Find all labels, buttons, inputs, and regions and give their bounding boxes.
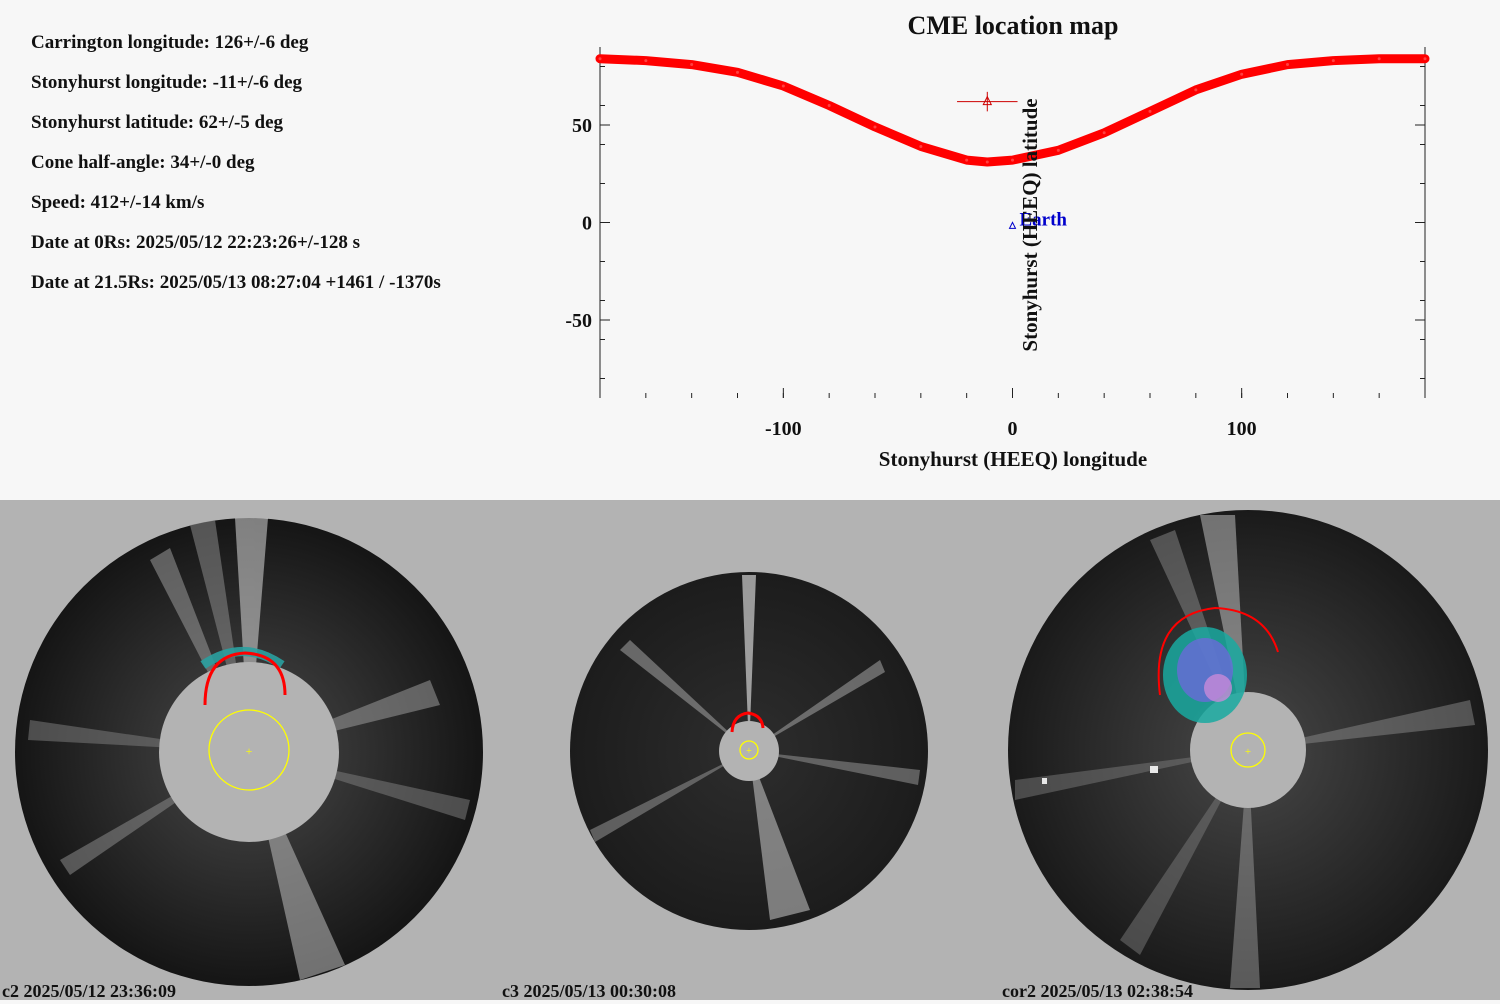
- cme-curve-point: [598, 57, 602, 61]
- cor2-bright-spot: [1042, 778, 1047, 784]
- cme-curve-point: [1194, 88, 1198, 92]
- c3-occulter-disk: [719, 721, 779, 781]
- panel-cor2: + cor2 2025/05/13 02:38:54: [1000, 500, 1500, 1001]
- cme-curve-point: [1423, 57, 1427, 61]
- cme-parameters: Carrington longitude: 126+/-6 deg Stonyh…: [31, 30, 441, 310]
- cme-curve-point: [873, 125, 877, 129]
- earth-marker: [1008, 221, 1017, 229]
- c3-cme-fit-arc: [730, 711, 765, 733]
- y-axis-label: Stonyhurst (HEEQ) latitude: [1018, 98, 1042, 351]
- cme-curve-line: [595, 54, 1430, 167]
- cme-curve-point: [1377, 57, 1381, 61]
- cme-location-map: CME location map -100 0 100 -50 0 50 Earth St…: [565, 11, 1430, 471]
- cme-curve-point: [1240, 72, 1244, 76]
- panel-c3: + c3 2025/05/13 00:30:08: [500, 500, 1000, 1001]
- cme-curve-point: [1331, 59, 1335, 63]
- c2-occulter-disk: [159, 662, 339, 842]
- cme-curve-point: [827, 104, 831, 107]
- cme-point-marker: [982, 95, 993, 106]
- cme-curve-point: [781, 84, 785, 88]
- sun-limb-circle: [1230, 732, 1266, 768]
- date-at-0rs: Date at 0Rs: 2025/05/12 22:23:26+/-128 s: [31, 232, 361, 253]
- plot-axes: -100 0 100 -50 0 50: [565, 47, 1426, 440]
- x-axis-label: Stonyhurst (HEEQ) longitude: [879, 447, 1147, 471]
- cme-curve-point: [1102, 131, 1106, 135]
- sun-limb-circle: [208, 709, 290, 791]
- cme-curve-point: [736, 70, 739, 74]
- cone-half-angle: Cone half-angle: 34+/-0 deg: [31, 152, 255, 173]
- cme-curve-point: [1011, 158, 1014, 162]
- panel-c2: + c2 2025/05/12 23:36:09: [0, 500, 500, 1001]
- cor2-image: +: [1008, 510, 1488, 990]
- cor2-cme-features: [1163, 627, 1247, 723]
- top-section: Carrington longitude: 126+/-6 deg Stonyh…: [0, 0, 1500, 500]
- c2-cme-fit-arc: [203, 651, 287, 706]
- c2-cme-features: [200, 647, 285, 669]
- stonyhurst-longitude: Stonyhurst longitude: -11+/-6 deg: [31, 72, 303, 93]
- c2-image: +: [15, 518, 483, 986]
- c3-image: +: [570, 572, 928, 930]
- x-tick-label: 100: [1227, 418, 1257, 440]
- sun-center-mark: +: [746, 746, 752, 757]
- x-tick-label: 0: [1008, 418, 1018, 440]
- c3-streamers: [590, 575, 920, 920]
- cor2-occulter-disk: [1190, 692, 1306, 808]
- cme-curve-point: [919, 144, 923, 148]
- sun-limb-circle: [739, 740, 759, 760]
- carrington-longitude: Carrington longitude: 126+/-6 deg: [31, 32, 309, 53]
- earth-label: Earth: [1020, 209, 1068, 230]
- coronagraph-panels: + c2 2025/05/12 23:36:09: [0, 500, 1500, 1001]
- c2-caption: c2 2025/05/12 23:36:09: [2, 981, 176, 1001]
- cme-curve-point: [1286, 63, 1289, 67]
- c3-caption: c3 2025/05/13 00:30:08: [502, 981, 676, 1001]
- cor2-cme-fit-arc: [1157, 606, 1279, 696]
- plot-markers: Earth: [957, 91, 1068, 230]
- cme-curve-point: [690, 63, 694, 67]
- cme-curve-point: [1056, 148, 1060, 152]
- cme-curve-point: [985, 160, 989, 164]
- cme-curve-point: [644, 59, 648, 63]
- cme-latitude-curve: [595, 54, 1430, 167]
- sun-center-mark: +: [246, 744, 253, 758]
- stonyhurst-latitude: Stonyhurst latitude: 62+/-5 deg: [31, 112, 284, 133]
- y-tick-label: 50: [572, 115, 592, 137]
- cor2-bright-spot: [1150, 766, 1158, 773]
- date-at-21-5rs: Date at 21.5Rs: 2025/05/13 08:27:04 +146…: [31, 272, 441, 293]
- cor2-caption: cor2 2025/05/13 02:38:54: [1002, 981, 1193, 1001]
- chart-title: CME location map: [908, 11, 1119, 40]
- x-tick-label: -100: [765, 418, 802, 440]
- speed: Speed: 412+/-14 km/s: [31, 192, 205, 213]
- cme-curve-point: [1148, 109, 1152, 113]
- y-tick-label: 0: [582, 213, 592, 235]
- sun-center-mark: +: [1245, 746, 1251, 758]
- cme-curve-point: [965, 158, 969, 162]
- y-tick-label: -50: [565, 310, 592, 332]
